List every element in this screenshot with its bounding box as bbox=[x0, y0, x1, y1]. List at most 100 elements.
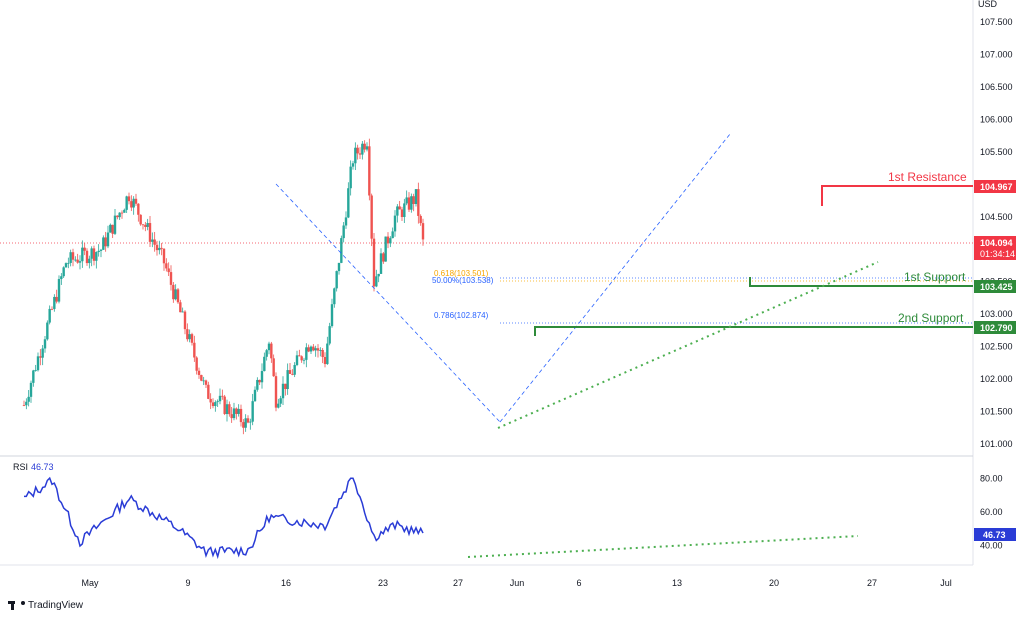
candle-body bbox=[50, 308, 54, 310]
candle-body bbox=[74, 259, 77, 261]
support-2-line[interactable] bbox=[534, 326, 973, 336]
support-1-line[interactable] bbox=[749, 277, 973, 287]
candle-body bbox=[237, 408, 240, 414]
candle-body bbox=[95, 252, 98, 261]
candle-body bbox=[162, 248, 166, 264]
candle-body bbox=[354, 147, 357, 164]
candle-body bbox=[176, 289, 180, 303]
candle-body bbox=[106, 232, 110, 247]
candle-body bbox=[333, 288, 336, 305]
candle-body bbox=[347, 188, 350, 218]
candle-body bbox=[228, 404, 231, 415]
candle-body bbox=[148, 223, 152, 242]
candle-body bbox=[349, 166, 352, 189]
candle-body bbox=[316, 348, 320, 351]
candle-body bbox=[351, 163, 355, 167]
candle-body bbox=[167, 268, 170, 273]
candle-body bbox=[123, 209, 126, 213]
rsi-axis[interactable]: 80.00 60.00 40.00 bbox=[980, 474, 1003, 551]
candle-body bbox=[211, 402, 215, 407]
candle-body bbox=[78, 261, 82, 263]
candle-body bbox=[314, 348, 317, 351]
candle-body bbox=[99, 249, 103, 251]
candle-body bbox=[34, 370, 37, 371]
candle-body bbox=[246, 418, 250, 423]
candle-body bbox=[377, 273, 380, 277]
candle-body bbox=[232, 408, 236, 419]
candle-body bbox=[410, 196, 413, 210]
candle-body bbox=[298, 355, 301, 357]
support-2-price: 102.790 bbox=[980, 323, 1013, 333]
candle-body bbox=[81, 247, 84, 262]
tradingview-icon bbox=[8, 601, 24, 610]
candle-body bbox=[305, 347, 308, 360]
support-1-price-tag bbox=[974, 280, 1016, 293]
candle-body bbox=[153, 239, 156, 245]
candle-body bbox=[218, 395, 222, 402]
candle-body bbox=[120, 212, 124, 214]
candle-body bbox=[407, 197, 411, 210]
candle-body bbox=[130, 201, 133, 208]
candle-body bbox=[386, 236, 390, 244]
candle-body bbox=[319, 349, 322, 351]
candle-body bbox=[27, 396, 30, 402]
candle-body bbox=[417, 189, 420, 216]
resistance-1-price: 104.967 bbox=[980, 182, 1013, 192]
candle-body bbox=[370, 195, 373, 239]
support-1-label: 1st Support bbox=[904, 270, 966, 284]
price-axis-label: 106.000 bbox=[980, 114, 1013, 124]
price-axis-label: 105.500 bbox=[980, 147, 1013, 157]
candle-body bbox=[69, 252, 72, 263]
candle-body bbox=[214, 402, 217, 407]
price-axis-label: 107.500 bbox=[980, 17, 1013, 27]
candle-body bbox=[412, 196, 415, 205]
candle-body bbox=[90, 248, 93, 259]
candle-body bbox=[183, 311, 187, 330]
candle-body bbox=[358, 153, 362, 155]
current-price-countdown: 01:34:14 bbox=[980, 249, 1015, 259]
candle-body bbox=[363, 143, 366, 150]
candle-body bbox=[414, 189, 418, 205]
candle-body bbox=[293, 365, 296, 375]
tradingview-logo[interactable]: TradingView bbox=[8, 600, 83, 611]
price-axis[interactable]: 107.500107.000106.500106.000105.500105.0… bbox=[980, 17, 1013, 449]
candle-body bbox=[46, 322, 49, 340]
time-axis[interactable]: May 9 16 23 27 Jun 6 13 20 27 Jul bbox=[81, 578, 951, 588]
candle-body bbox=[132, 198, 135, 208]
candle-body bbox=[134, 198, 138, 204]
candle-body bbox=[330, 304, 334, 327]
resistance-1-label: 1st Resistance bbox=[888, 170, 967, 184]
candle-body bbox=[368, 146, 371, 196]
candle-body bbox=[165, 263, 168, 269]
price-axis-label: 107.000 bbox=[980, 49, 1013, 59]
candle-body bbox=[137, 203, 140, 215]
candle-body bbox=[302, 359, 306, 361]
candle-body bbox=[200, 374, 203, 381]
candle-body bbox=[111, 224, 114, 234]
time-axis-label: 27 bbox=[867, 578, 877, 588]
candle-body bbox=[342, 225, 345, 239]
candle-body bbox=[221, 395, 224, 397]
candle-body bbox=[174, 289, 177, 300]
brand-name: TradingView bbox=[28, 600, 84, 611]
current-price-value: 104.094 bbox=[980, 238, 1013, 248]
time-axis-label: 9 bbox=[185, 578, 190, 588]
candle-body bbox=[382, 253, 385, 262]
currency-label: USD bbox=[978, 0, 998, 9]
price-axis-label: 103.000 bbox=[980, 309, 1013, 319]
time-axis-label: 13 bbox=[672, 578, 682, 588]
candle-body bbox=[204, 380, 208, 385]
resistance-1-line[interactable] bbox=[821, 185, 973, 206]
candle-body bbox=[279, 398, 282, 404]
candle-body bbox=[32, 370, 35, 383]
candle-body bbox=[337, 262, 341, 272]
candle-body bbox=[55, 296, 58, 302]
candle-body bbox=[391, 231, 394, 239]
candle-body bbox=[253, 389, 257, 402]
candle-body bbox=[223, 396, 226, 415]
candle-body bbox=[160, 247, 163, 249]
time-axis-label: 20 bbox=[769, 578, 779, 588]
candle-body bbox=[29, 382, 33, 397]
candle-body bbox=[85, 250, 89, 264]
